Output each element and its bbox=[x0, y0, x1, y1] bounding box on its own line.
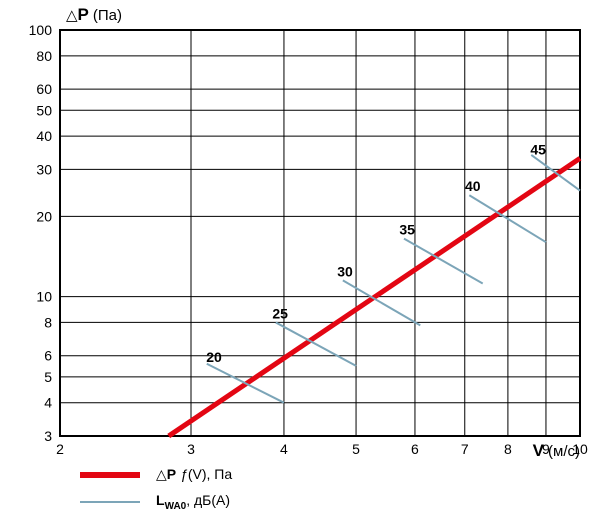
svg-text:8: 8 bbox=[44, 314, 52, 330]
svg-text:80: 80 bbox=[36, 48, 52, 64]
svg-text:20: 20 bbox=[36, 208, 52, 224]
legend-label-2: LWA0, дБ(А) bbox=[156, 492, 230, 512]
svg-text:60: 60 bbox=[36, 81, 52, 97]
chart-svg: 2025303540452345678910345681020304050608… bbox=[0, 0, 600, 460]
svg-text:20: 20 bbox=[206, 349, 222, 365]
svg-text:6: 6 bbox=[411, 441, 419, 457]
svg-text:8: 8 bbox=[504, 441, 512, 457]
svg-text:25: 25 bbox=[272, 305, 288, 321]
legend-row-2: LWA0, дБ(А) bbox=[80, 492, 230, 512]
svg-text:50: 50 bbox=[36, 102, 52, 118]
svg-text:△P(Па): △P(Па) bbox=[66, 5, 122, 24]
svg-text:4: 4 bbox=[280, 441, 288, 457]
svg-text:100: 100 bbox=[29, 22, 53, 38]
legend-swatch-iso-line bbox=[80, 497, 140, 507]
svg-text:5: 5 bbox=[352, 441, 360, 457]
svg-text:40: 40 bbox=[36, 128, 52, 144]
svg-text:3: 3 bbox=[187, 441, 195, 457]
svg-text:35: 35 bbox=[399, 222, 415, 238]
svg-text:40: 40 bbox=[465, 178, 481, 194]
svg-text:7: 7 bbox=[461, 441, 469, 457]
svg-text:3: 3 bbox=[44, 428, 52, 444]
svg-text:4: 4 bbox=[44, 395, 52, 411]
svg-text:30: 30 bbox=[36, 161, 52, 177]
svg-text:6: 6 bbox=[44, 348, 52, 364]
svg-text:30: 30 bbox=[337, 263, 353, 279]
svg-text:45: 45 bbox=[530, 141, 546, 157]
legend-row-1: △P ƒ(V), Па bbox=[80, 466, 232, 483]
legend-swatch-main-line bbox=[80, 470, 140, 480]
svg-text:V(м/с): V(м/с) bbox=[533, 441, 580, 460]
svg-text:5: 5 bbox=[44, 369, 52, 385]
legend-label-1: △P ƒ(V), Па bbox=[156, 466, 232, 483]
svg-text:10: 10 bbox=[36, 289, 52, 305]
svg-text:2: 2 bbox=[56, 441, 64, 457]
pressure-velocity-chart: 2025303540452345678910345681020304050608… bbox=[0, 0, 600, 519]
